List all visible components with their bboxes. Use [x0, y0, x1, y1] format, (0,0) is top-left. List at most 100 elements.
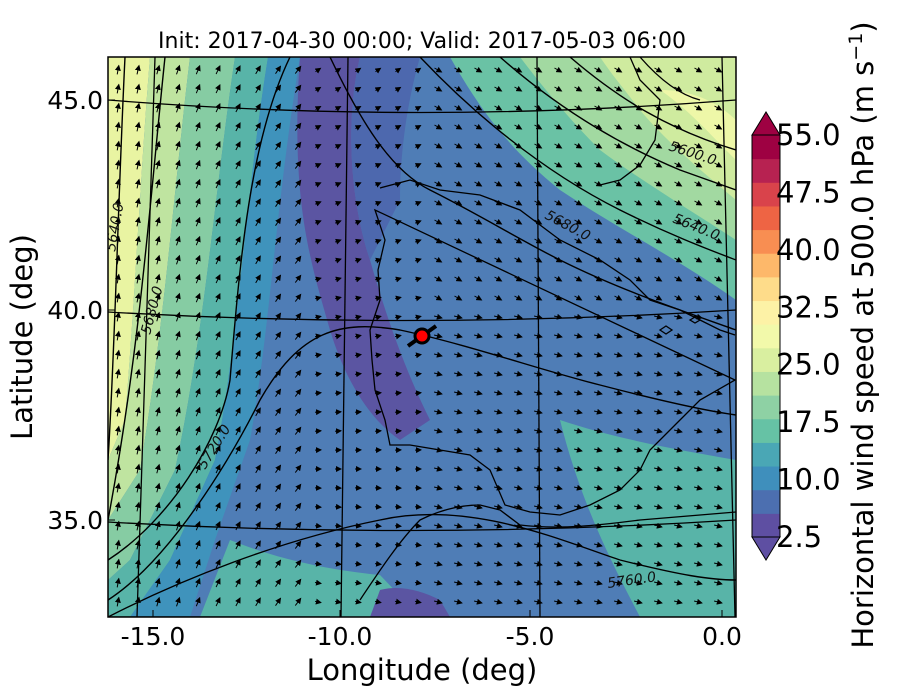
wind-arrow: [493, 579, 503, 586]
wind-arrow: [175, 387, 181, 398]
wind-arrow: [454, 161, 463, 168]
wind-arrow: [394, 371, 402, 378]
wind-arrow: [573, 427, 583, 434]
wind-arrow: [334, 276, 342, 283]
wind-arrow: [175, 577, 181, 588]
wind-arrow: [594, 256, 603, 263]
wind-arrow: [534, 218, 543, 225]
wind-arrow: [553, 351, 563, 358]
wind-arrow: [453, 579, 463, 586]
wind-arrow: [275, 274, 282, 283]
wind-arrow: [614, 218, 623, 225]
wind-arrow: [514, 161, 523, 168]
wind-arrow: [255, 217, 261, 227]
wind-arrow: [334, 106, 342, 112]
wind-arrow: [593, 579, 603, 586]
wind-arrow: [693, 313, 703, 320]
wind-arrow: [493, 408, 503, 415]
wind-arrow: [614, 104, 623, 111]
wind-arrow: [374, 163, 382, 169]
wind-arrow: [314, 67, 322, 74]
wind-arrow: [154, 140, 161, 151]
wind-arrow: [653, 503, 663, 510]
wind-arrow: [334, 333, 342, 340]
wind-arrow: [154, 292, 161, 303]
band-s-low: [370, 588, 450, 617]
wind-arrow: [275, 597, 282, 606]
wind-arrow: [513, 370, 523, 377]
wind-arrow: [514, 123, 523, 130]
wind-arrow: [654, 104, 663, 111]
wind-arrow: [653, 484, 663, 491]
wind-arrow: [215, 102, 221, 113]
band-1: [108, 57, 190, 520]
wind-arrow: [394, 86, 402, 93]
wind-arrow: [433, 579, 443, 586]
wind-arrow: [553, 465, 563, 472]
wind-arrow: [694, 275, 703, 282]
wind-arrow: [255, 236, 261, 246]
wind-arrow: [275, 293, 282, 302]
wind-arrow: [114, 83, 121, 94]
wind-arrow: [493, 446, 503, 453]
wind-arrow: [275, 141, 282, 150]
wind-arrow: [414, 522, 422, 529]
wind-arrow: [474, 275, 483, 282]
wind-arrow: [513, 427, 523, 434]
wind-arrow: [175, 159, 181, 170]
wind-arrow: [594, 142, 603, 149]
wind-arrow: [175, 197, 181, 208]
wind-arrow: [553, 484, 563, 491]
band-0: [108, 57, 150, 460]
wind-arrow: [114, 140, 121, 151]
wind-arrow: [314, 182, 322, 188]
meridian-0: [721, 57, 736, 617]
band-se: [560, 420, 736, 617]
wind-arrow: [294, 369, 302, 378]
wind-arrow: [275, 388, 282, 397]
wind-arrow: [674, 142, 683, 149]
wind-arrow: [613, 579, 623, 586]
wind-arrow: [513, 484, 523, 491]
wind-arrow: [235, 160, 241, 170]
wind-arrow: [454, 294, 463, 301]
wind-arrow: [275, 559, 282, 568]
wind-arrow: [195, 330, 201, 341]
wind-arrow: [255, 483, 261, 493]
wind-arrow: [554, 104, 563, 111]
wind-arrow: [513, 446, 523, 453]
wind-arrow: [215, 596, 221, 607]
wind-arrow: [574, 85, 583, 92]
wind-arrow: [355, 219, 362, 226]
wind-arrow: [614, 123, 623, 130]
wind-arrow: [634, 142, 643, 149]
wind-arrow: [255, 103, 261, 113]
wind-arrow: [493, 598, 503, 605]
wind-arrow: [694, 237, 703, 244]
wind-arrow: [134, 349, 141, 360]
wind-arrow: [514, 142, 523, 149]
x-tick-label: 0.0: [702, 622, 742, 651]
wind-arrow: [414, 182, 422, 188]
wind-arrow: [374, 522, 382, 529]
wind-arrow: [114, 425, 121, 436]
wind-arrow: [415, 219, 422, 226]
wind-arrow: [434, 237, 443, 244]
wind-arrow: [414, 352, 422, 359]
wind-arrow: [175, 216, 181, 227]
wind-arrow: [314, 144, 322, 150]
wind-arrow: [713, 446, 723, 453]
wind-arrow: [534, 294, 543, 301]
wind-arrow: [513, 503, 523, 510]
wind-arrow: [673, 389, 683, 396]
wind-arrow: [114, 197, 121, 208]
wind-arrow: [513, 560, 523, 567]
wind-arrow: [114, 577, 121, 588]
wind-arrow: [654, 85, 663, 92]
wind-arrow: [674, 294, 683, 301]
wind-arrow: [573, 389, 583, 396]
wind-arrow: [354, 560, 362, 567]
wind-arrow: [573, 332, 583, 339]
colorbar-segment: [752, 347, 780, 372]
